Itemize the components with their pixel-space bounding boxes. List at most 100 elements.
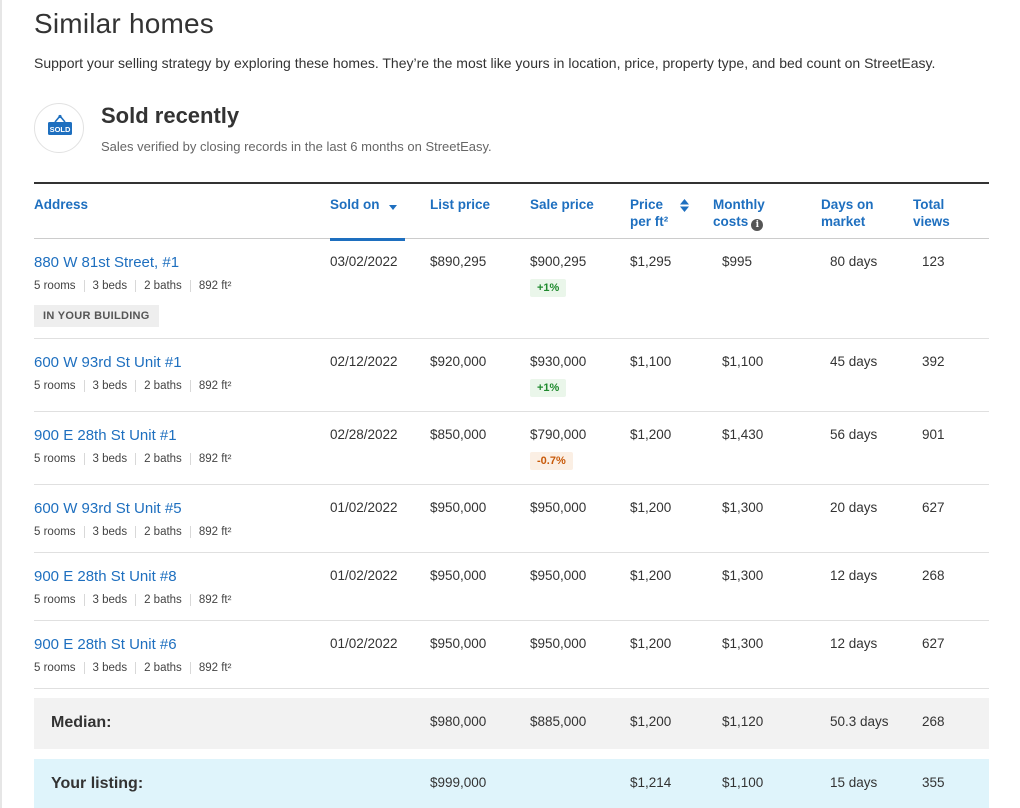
sold-sign-icon: SOLD [34, 103, 84, 153]
baths-count: 2 baths [135, 594, 190, 606]
beds-count: 3 beds [83, 526, 136, 538]
price-per-ft: $1,200 [630, 427, 672, 442]
median-list-price: $980,000 [430, 714, 487, 729]
column-header-list-price[interactable]: List price [430, 197, 491, 212]
info-icon[interactable]: i [751, 219, 764, 231]
monthly-costs: $1,300 [722, 636, 764, 651]
table-row[interactable]: 600 W 93rd St Unit #1 5 rooms 3 beds 2 bath… [34, 339, 989, 412]
address-link[interactable]: 600 W 93rd St Unit #1 [34, 354, 182, 371]
beds-count: 3 beds [83, 280, 136, 292]
your-listing-label: Your listing: [51, 775, 144, 792]
baths-count: 2 baths [135, 380, 190, 392]
square-footage: 892 ft² [189, 662, 240, 674]
price-change-badge: -0.7% [530, 452, 573, 470]
days-on-market: 12 days [830, 568, 878, 583]
list-price: $850,000 [430, 427, 487, 442]
list-price: $920,000 [430, 354, 487, 369]
listing-details: 5 rooms 3 beds 2 baths 892 ft² [34, 526, 239, 538]
sale-price: $790,000 [530, 427, 587, 442]
column-header-address[interactable]: Address [34, 197, 89, 212]
address-link[interactable]: 900 E 28th St Unit #8 [34, 568, 177, 585]
median-label: Median: [51, 714, 112, 731]
list-price: $950,000 [430, 500, 487, 515]
table-row[interactable]: 880 W 81st Street, #1 5 rooms 3 beds 2 bath… [34, 239, 989, 339]
rooms-count: 5 rooms [34, 662, 76, 674]
sold-on-date: 02/12/2022 [330, 354, 398, 369]
column-header-price-per-ft[interactable]: Price per ft² [630, 196, 689, 230]
page-subtitle: Support your selling strategy by explori… [34, 55, 936, 71]
baths-count: 2 baths [135, 662, 190, 674]
column-header-total-label: Total [913, 197, 945, 212]
rooms-count: 5 rooms [34, 280, 76, 292]
your-listing-row: Your listing: $999,000 $1,214 $1,100 15 … [34, 759, 989, 808]
page-title: Similar homes [34, 8, 214, 39]
column-header-costs-label: costs [713, 214, 749, 229]
sort-icon [680, 199, 689, 216]
your-total-views: 355 [922, 775, 945, 790]
list-price: $950,000 [430, 636, 487, 651]
address-link[interactable]: 880 W 81st Street, #1 [34, 254, 180, 271]
caret-down-icon [389, 197, 398, 214]
column-header-total-views[interactable]: Total views [913, 196, 950, 230]
days-on-market: 45 days [830, 354, 878, 369]
column-header-sold-on-label: Sold on [330, 197, 380, 212]
square-footage: 892 ft² [189, 453, 240, 465]
column-header-price-label: Price [630, 197, 664, 212]
sold-on-date: 01/02/2022 [330, 568, 398, 583]
list-price: $950,000 [430, 568, 487, 583]
sale-price: $930,000 [530, 354, 587, 369]
list-price: $890,295 [430, 254, 487, 269]
price-per-ft: $1,100 [630, 354, 672, 369]
baths-count: 2 baths [135, 453, 190, 465]
sale-price: $900,295 [530, 254, 587, 269]
your-price-per-ft: $1,214 [630, 775, 672, 790]
total-views: 392 [922, 354, 945, 369]
column-header-days-on-market[interactable]: Days on market [821, 196, 874, 230]
total-views: 123 [922, 254, 945, 269]
days-on-market: 12 days [830, 636, 878, 651]
table-row[interactable]: 600 W 93rd St Unit #5 5 rooms 3 beds 2 bath… [34, 485, 989, 553]
days-on-market: 56 days [830, 427, 878, 442]
sold-badge-text: SOLD [50, 125, 71, 134]
price-per-ft: $1,200 [630, 636, 672, 651]
address-link[interactable]: 600 W 93rd St Unit #5 [34, 500, 182, 517]
price-per-ft: $1,295 [630, 254, 672, 269]
left-border [0, 0, 2, 808]
table-row[interactable]: 900 E 28th St Unit #8 5 rooms 3 beds 2 bath… [34, 553, 989, 621]
baths-count: 2 baths [135, 526, 190, 538]
price-per-ft: $1,200 [630, 500, 672, 515]
rooms-count: 5 rooms [34, 526, 76, 538]
column-header-sale-price[interactable]: Sale price [530, 197, 594, 212]
table-row[interactable]: 900 E 28th St Unit #1 5 rooms 3 beds 2 bath… [34, 412, 989, 485]
median-price-per-ft: $1,200 [630, 714, 672, 729]
monthly-costs: $1,100 [722, 354, 764, 369]
monthly-costs: $1,300 [722, 568, 764, 583]
rooms-count: 5 rooms [34, 594, 76, 606]
square-footage: 892 ft² [189, 380, 240, 392]
median-days-on-market: 50.3 days [830, 714, 889, 729]
monthly-costs: $1,300 [722, 500, 764, 515]
sale-price: $950,000 [530, 636, 587, 651]
section-title: Sold recently [101, 103, 240, 128]
monthly-costs: $1,430 [722, 427, 764, 442]
total-views: 268 [922, 568, 945, 583]
square-footage: 892 ft² [189, 280, 240, 292]
price-per-ft: $1,200 [630, 568, 672, 583]
total-views: 627 [922, 636, 945, 651]
listing-details: 5 rooms 3 beds 2 baths 892 ft² [34, 453, 239, 465]
listing-details: 5 rooms 3 beds 2 baths 892 ft² [34, 594, 239, 606]
table-row[interactable]: 900 E 28th St Unit #6 5 rooms 3 beds 2 bath… [34, 621, 989, 689]
listing-details: 5 rooms 3 beds 2 baths 892 ft² [34, 662, 239, 674]
square-footage: 892 ft² [189, 594, 240, 606]
address-link[interactable]: 900 E 28th St Unit #1 [34, 427, 177, 444]
median-monthly-costs: $1,120 [722, 714, 764, 729]
sold-on-date: 01/02/2022 [330, 636, 398, 651]
in-your-building-badge: IN YOUR BUILDING [34, 305, 159, 327]
days-on-market: 20 days [830, 500, 878, 515]
column-header-monthly-costs[interactable]: Monthly costs i [713, 196, 765, 231]
median-row: Median: $980,000 $885,000 $1,200 $1,120 … [34, 698, 989, 749]
your-list-price: $999,000 [430, 775, 487, 790]
column-header-sold-on[interactable]: Sold on [330, 196, 406, 241]
address-link[interactable]: 900 E 28th St Unit #6 [34, 636, 177, 653]
your-days-on-market: 15 days [830, 775, 878, 790]
